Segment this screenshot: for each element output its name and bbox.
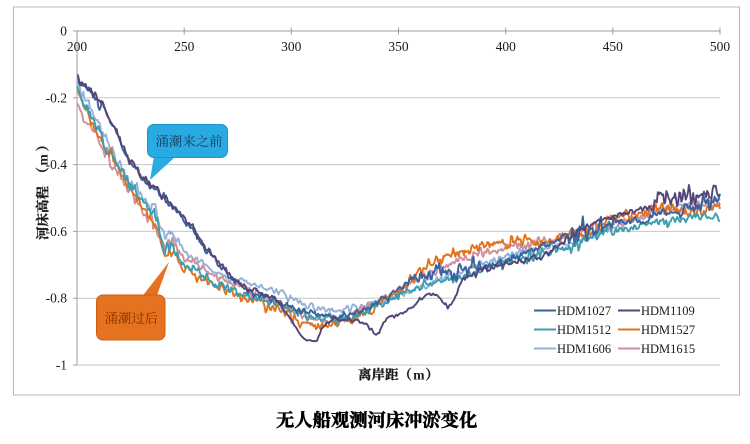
svg-text:500: 500 <box>710 39 731 54</box>
svg-text:HDM1615: HDM1615 <box>641 342 695 356</box>
svg-text:-0.8: -0.8 <box>46 291 68 306</box>
svg-text:350: 350 <box>388 39 409 54</box>
svg-text:HDM1527: HDM1527 <box>641 323 695 337</box>
svg-text:-1: -1 <box>56 358 67 373</box>
svg-text:300: 300 <box>281 39 302 54</box>
svg-text:400: 400 <box>496 39 517 54</box>
svg-text:HDM1109: HDM1109 <box>641 304 695 318</box>
svg-text:-0.2: -0.2 <box>46 90 67 105</box>
svg-text:HDM1027: HDM1027 <box>557 304 611 318</box>
svg-text:m: m <box>413 367 425 382</box>
svg-text:HDM1512: HDM1512 <box>557 323 611 337</box>
svg-text:-0.6: -0.6 <box>46 224 68 239</box>
svg-text:250: 250 <box>174 39 195 54</box>
svg-text:-0.4: -0.4 <box>46 157 68 172</box>
svg-text:450: 450 <box>603 39 624 54</box>
svg-text:m: m <box>35 154 50 166</box>
svg-text:0: 0 <box>60 24 67 39</box>
svg-text:200: 200 <box>67 39 88 54</box>
svg-text:HDM1606: HDM1606 <box>557 342 611 356</box>
